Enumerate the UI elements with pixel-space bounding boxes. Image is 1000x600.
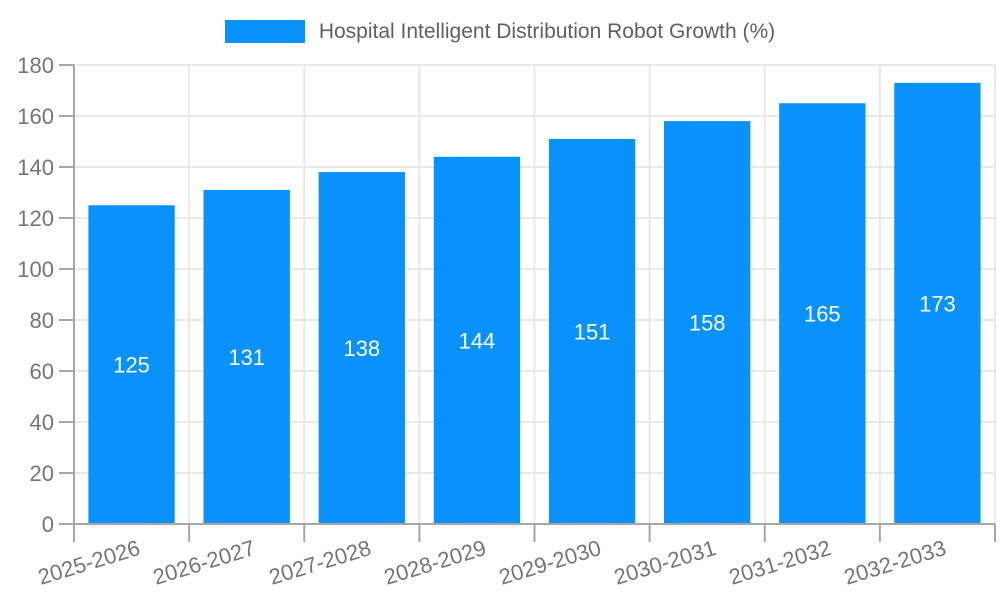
bar-value-label: 173 [919,291,956,316]
y-axis-tick-label: 80 [30,308,54,333]
legend-swatch [224,20,305,43]
y-axis-tick-label: 60 [30,359,54,384]
y-axis-tick-label: 100 [17,257,54,282]
y-axis-tick-label: 160 [17,104,54,129]
legend-label: Hospital Intelligent Distribution Robot … [318,20,776,43]
bar[interactable] [318,172,405,524]
y-axis-tick-label: 140 [17,155,54,180]
y-axis-tick-label: 20 [30,461,54,486]
bar-value-label: 165 [804,302,841,327]
bar[interactable] [548,138,636,524]
bar[interactable] [88,205,175,524]
y-axis-tick-label: 40 [30,410,54,435]
bar[interactable] [433,156,521,525]
y-axis-tick-label: 180 [17,53,54,78]
legend[interactable]: Hospital Intelligent Distribution Robot … [0,20,1000,43]
y-axis-tick-label: 0 [42,512,54,537]
bar-value-label: 144 [459,328,496,353]
bar-value-label: 138 [343,336,380,361]
bar-value-label: 151 [574,319,611,344]
bar-value-label: 158 [689,311,726,336]
bar[interactable] [203,189,290,524]
bar[interactable] [664,121,751,524]
bar[interactable] [779,103,866,524]
y-axis-tick-label: 120 [17,206,54,231]
bar-value-label: 125 [113,353,150,378]
bar[interactable] [894,82,981,524]
bar-value-label: 131 [228,345,265,370]
